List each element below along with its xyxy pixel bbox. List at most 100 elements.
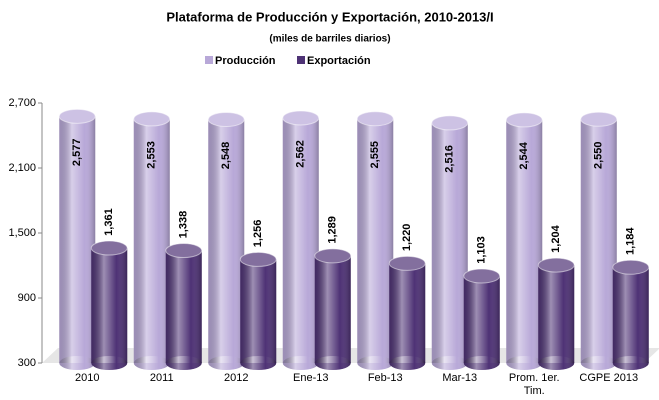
bar-part: [314, 255, 351, 363]
bar-part: [207, 111, 245, 127]
chart-title: Plataforma de Producción y Exportación, …: [166, 9, 493, 24]
chart-subtitle: (miles de barriles diarios): [269, 34, 390, 45]
bar-part: [240, 259, 277, 363]
x-tick-label: Prom. 1er. Tim.: [509, 372, 560, 397]
bar-part: [389, 263, 426, 363]
bar: [165, 243, 203, 370]
bar: [356, 111, 394, 370]
bar-part: [506, 119, 543, 364]
bar-part: [133, 111, 170, 126]
data-label: 2,553: [146, 141, 158, 169]
bar-part: [431, 356, 468, 370]
bar-part: [91, 356, 128, 370]
bar-part: [59, 116, 96, 363]
bar-part: [431, 122, 468, 363]
bar-part: [58, 108, 96, 124]
y-tick-label: 2,700: [8, 97, 36, 109]
bar-part: [506, 112, 543, 127]
bar-part: [240, 356, 277, 370]
y-tick-label: 2,100: [8, 162, 36, 174]
data-label: 1,361: [103, 208, 115, 236]
bar: [580, 111, 618, 370]
bar: [314, 248, 352, 370]
bar-part: [537, 257, 575, 273]
data-label: 1,184: [625, 227, 637, 255]
y-tick-label: 1,500: [8, 227, 36, 239]
bar-part: [165, 356, 202, 370]
data-label: 1,220: [401, 224, 413, 252]
bar-part: [506, 356, 543, 370]
y-tick-label: 900: [18, 292, 36, 304]
bar-part: [208, 356, 245, 370]
bar-part: [463, 276, 500, 363]
legend-label: Exportación: [307, 55, 371, 67]
bar: [505, 112, 543, 370]
bar-part: [463, 269, 500, 284]
bar-part: [240, 252, 277, 267]
data-label: 2,516: [444, 145, 456, 173]
data-label: 1,204: [550, 224, 562, 252]
bar: [463, 268, 501, 370]
bar-part: [538, 356, 575, 370]
bar-part: [133, 356, 170, 370]
bar-part: [463, 356, 500, 370]
bar-part: [208, 119, 245, 363]
data-label: 1,338: [178, 211, 190, 239]
bar-part: [580, 119, 617, 363]
x-tick-label: Ene-13: [293, 372, 328, 384]
bar-part: [388, 255, 426, 271]
data-label: 2,548: [220, 142, 232, 170]
bar-part: [165, 243, 203, 259]
bar-part: [314, 248, 352, 264]
bar-part: [165, 243, 202, 258]
bar: [239, 251, 277, 370]
bar-part: [59, 109, 96, 124]
bar-part: [612, 260, 649, 275]
bar-part: [133, 111, 171, 127]
bar: [388, 255, 426, 370]
bar-part: [133, 118, 170, 363]
bar-part: [356, 111, 394, 127]
bar-part: [282, 110, 320, 126]
bar-part: [314, 356, 351, 370]
data-label: 2,550: [593, 141, 605, 169]
bar-part: [282, 117, 319, 363]
bar-part: [538, 265, 575, 363]
bar-part: [505, 112, 543, 128]
bar-part: [357, 118, 394, 363]
bar-part: [239, 251, 277, 267]
data-label: 2,577: [71, 139, 83, 167]
bar-part: [612, 267, 649, 363]
bar: [537, 257, 575, 370]
x-tick-label: Feb-13: [368, 372, 403, 384]
data-label: 1,289: [327, 216, 339, 244]
bar-part: [90, 240, 128, 256]
bar-part: [357, 111, 394, 126]
bar-part: [282, 356, 319, 370]
bar: [207, 111, 245, 370]
data-label: 1,103: [476, 236, 488, 264]
bar: [90, 240, 128, 370]
bar-part: [538, 258, 575, 273]
data-label: 2,562: [295, 140, 307, 168]
bar: [133, 111, 171, 370]
bar-part: [389, 356, 426, 370]
bar: [282, 110, 320, 370]
x-tick-label: 2012: [224, 372, 248, 384]
y-tick-label: 300: [18, 357, 36, 369]
bar-part: [580, 111, 618, 127]
data-label: 1,256: [252, 220, 264, 248]
bar-part: [357, 356, 394, 370]
data-label: 2,544: [518, 141, 530, 169]
bar: [612, 259, 650, 370]
bar-part: [59, 356, 96, 370]
legend-label: Producción: [215, 55, 276, 67]
bar-part: [165, 250, 202, 363]
bar-part: [91, 241, 128, 256]
data-label: 2,555: [369, 141, 381, 169]
x-tick-label: Mar-13: [442, 372, 477, 384]
legend-swatch: [205, 56, 213, 64]
bar-part: [463, 268, 501, 284]
bar-part: [282, 110, 319, 125]
